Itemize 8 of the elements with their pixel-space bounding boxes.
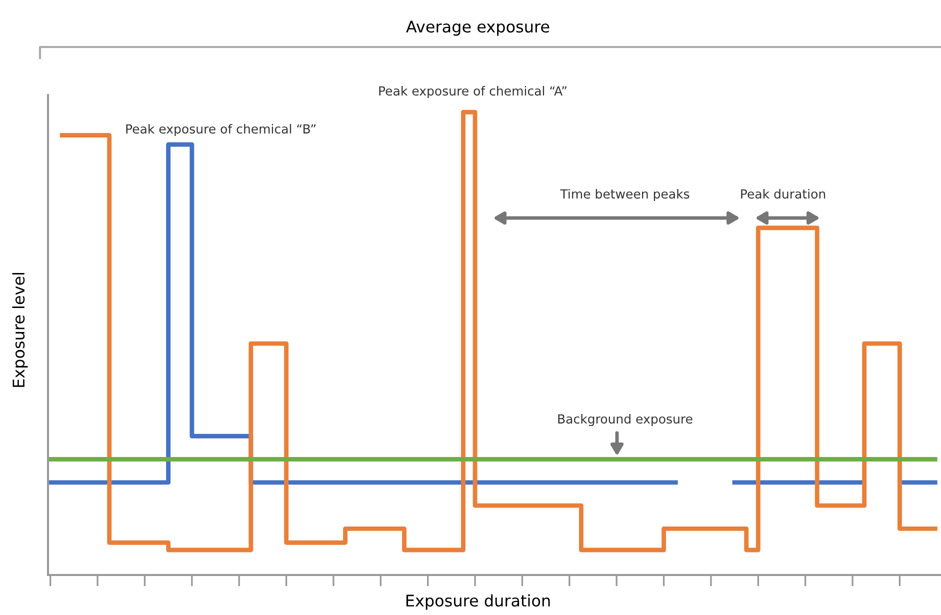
annotation: Time between peaks xyxy=(560,188,690,202)
annotation: Background exposure xyxy=(558,414,692,426)
annotation: Peak duration xyxy=(741,188,826,199)
text: Peak exposure of chemical “A” xyxy=(379,86,566,98)
chart-title: Average exposure xyxy=(406,20,550,36)
y-axis-title: Exposure level xyxy=(12,273,28,387)
x-axis-title: Exposure duration xyxy=(406,594,550,610)
annotation: Peak exposure of chemical “B” xyxy=(126,124,316,136)
